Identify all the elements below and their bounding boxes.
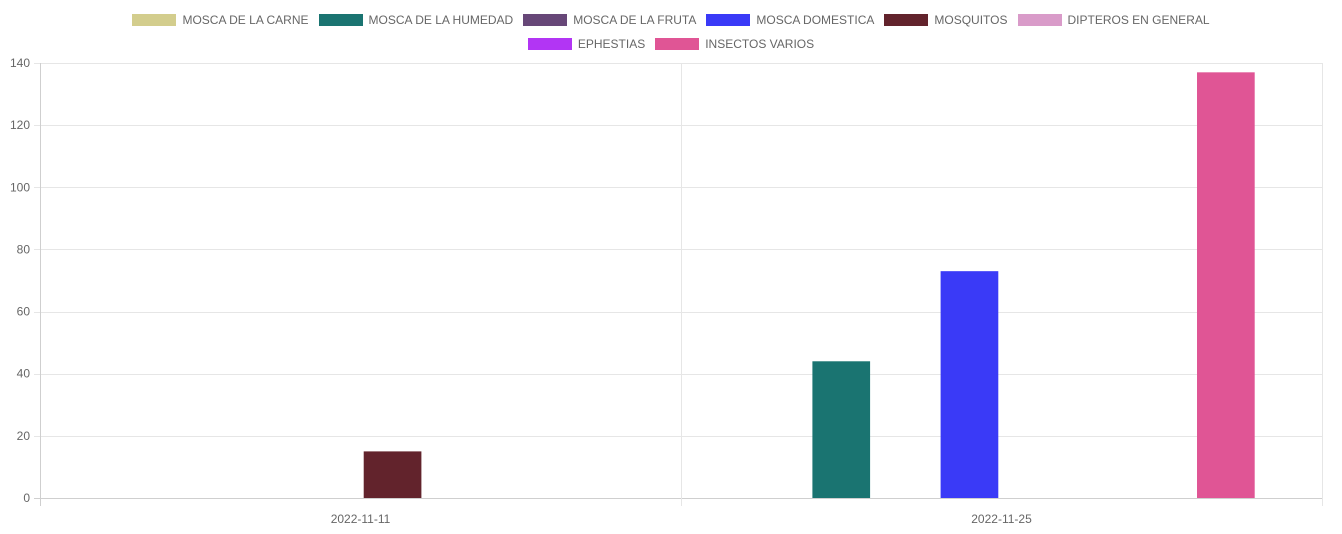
legend-row-1: MOSCA DE LA CARNE MOSCA DE LA HUMEDAD MO… xyxy=(0,8,1342,32)
legend-swatch xyxy=(527,38,572,50)
legend-label: EPHESTIAS xyxy=(577,37,646,51)
y-tick-label: 140 xyxy=(10,56,30,70)
legend-swatch xyxy=(132,14,177,26)
legend-swatch xyxy=(523,14,568,26)
legend-swatch xyxy=(318,14,363,26)
legend-swatch xyxy=(655,38,700,50)
y-tick-label: 40 xyxy=(17,367,31,381)
legend-label: DIPTEROS EN GENERAL xyxy=(1067,13,1210,27)
y-tick-label: 20 xyxy=(17,429,31,443)
chart-legend: MOSCA DE LA CARNE MOSCA DE LA HUMEDAD MO… xyxy=(0,8,1342,56)
legend-swatch xyxy=(1017,14,1062,26)
legend-label: MOSQUITOS xyxy=(934,13,1008,27)
y-tick-label: 60 xyxy=(17,305,31,319)
legend-swatch xyxy=(884,14,929,26)
y-tick-label: 0 xyxy=(23,491,30,505)
legend-label: INSECTOS VARIOS xyxy=(705,37,815,51)
legend-row-2: EPHESTIAS INSECTOS VARIOS xyxy=(0,32,1342,56)
legend-label: MOSCA DE LA CARNE xyxy=(182,13,309,27)
y-tick-label: 100 xyxy=(10,180,30,194)
bar xyxy=(812,361,871,498)
legend-item-mosca-domestica[interactable]: MOSCA DOMESTICA xyxy=(706,13,874,27)
legend-label: MOSCA DE LA HUMEDAD xyxy=(368,13,514,27)
legend-item-mosca-de-la-fruta[interactable]: MOSCA DE LA FRUTA xyxy=(523,13,696,27)
legend-swatch xyxy=(706,14,751,26)
legend-item-insectos-varios[interactable]: INSECTOS VARIOS xyxy=(655,37,814,51)
legend-item-dipteros-en-general[interactable]: DIPTEROS EN GENERAL xyxy=(1017,13,1210,27)
x-tick-label: 2022-11-11 xyxy=(331,512,391,526)
x-tick-label: 2022-11-25 xyxy=(971,512,1032,526)
bar xyxy=(940,271,999,498)
legend-item-mosca-de-la-carne[interactable]: MOSCA DE LA CARNE xyxy=(132,13,309,27)
legend-label: MOSCA DE LA FRUTA xyxy=(573,13,697,27)
legend-item-mosca-de-la-humedad[interactable]: MOSCA DE LA HUMEDAD xyxy=(318,13,514,27)
y-tick-label: 80 xyxy=(17,242,31,256)
legend-label: MOSCA DOMESTICA xyxy=(756,13,875,27)
bar xyxy=(363,451,422,498)
legend-item-mosquitos[interactable]: MOSQUITOS xyxy=(884,13,1008,27)
y-tick-label: 120 xyxy=(10,118,30,132)
legend-item-ephestias[interactable]: EPHESTIAS xyxy=(527,37,646,51)
bar xyxy=(1197,72,1255,499)
